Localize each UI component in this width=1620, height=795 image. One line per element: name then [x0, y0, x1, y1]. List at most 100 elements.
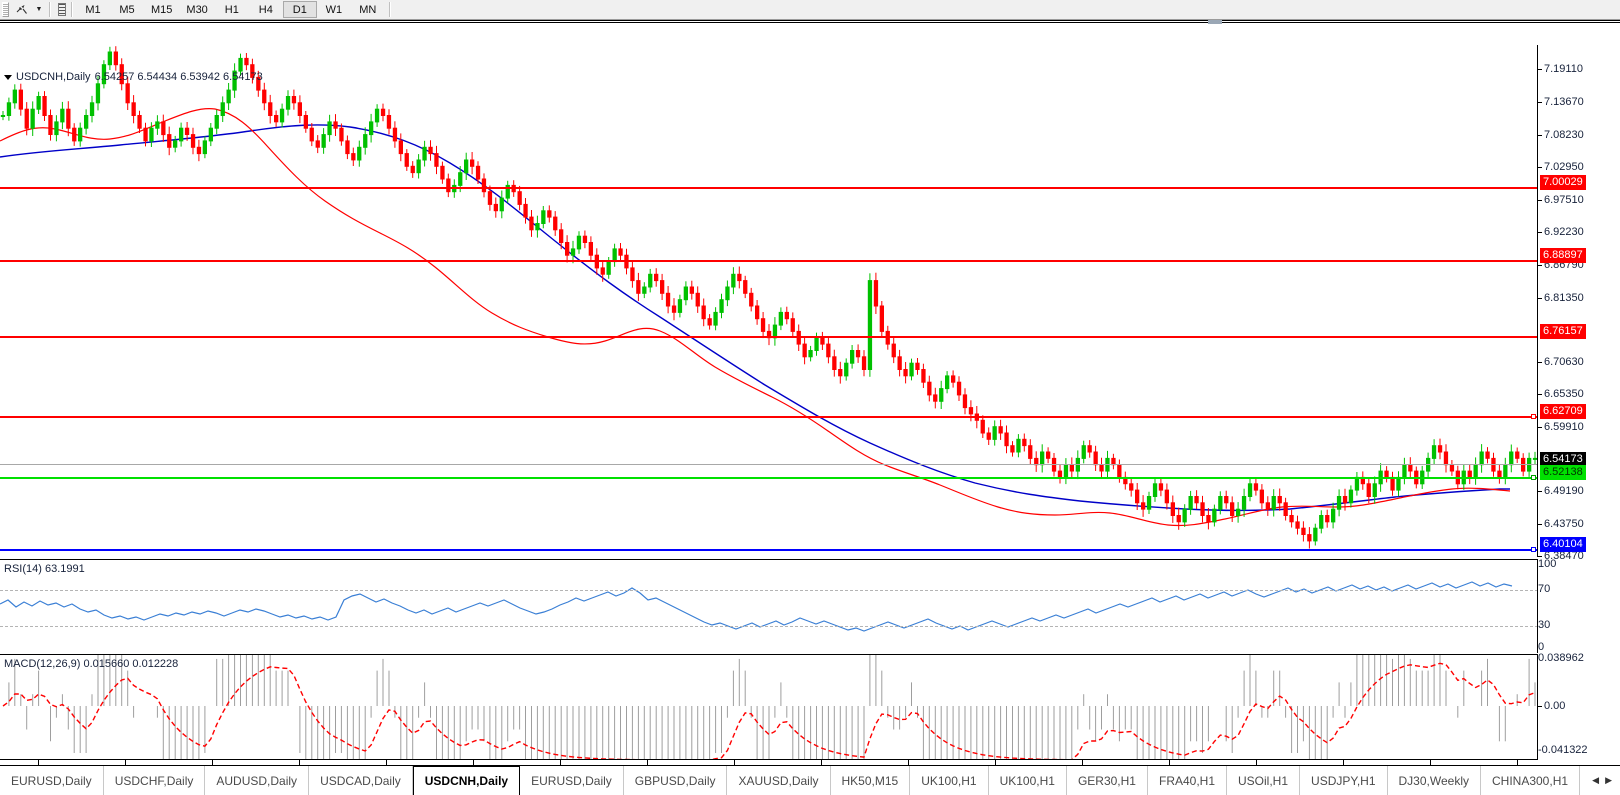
rsi-panel[interactable]: RSI(14) 63.1991	[0, 559, 1538, 653]
date-tick	[38, 760, 39, 765]
macd-panel[interactable]: MACD(12,26,9) 0.015660 0.012228	[0, 654, 1538, 759]
rsi-tick-30: 30	[1538, 619, 1551, 631]
date-tick	[212, 760, 213, 765]
chart-tab-eurusd-daily-5[interactable]: EURUSD,Daily	[520, 766, 624, 795]
price-tick-681350: 6.81350	[1538, 293, 1584, 304]
chevron-right-icon[interactable]: ▶	[1605, 775, 1612, 785]
crosshair-icon[interactable]	[10, 0, 32, 19]
macd-signal-line	[2, 662, 1536, 759]
date-tick	[125, 760, 126, 765]
support-line-652138-handle[interactable]	[1531, 475, 1536, 480]
level-badge-640104[interactable]: 6.40104	[1540, 537, 1586, 552]
date-tick	[1517, 760, 1518, 765]
level-badge-676157[interactable]: 6.76157	[1540, 324, 1586, 339]
chart-scroll-handle[interactable]	[1208, 20, 1222, 24]
price-panel[interactable]: USDCNH,Daily 6.54257 6.54434 6.53942 6.5…	[0, 45, 1538, 557]
level-badge-700029[interactable]: 7.00029	[1540, 175, 1586, 190]
chart-tab-china300-h1-16[interactable]: CHINA300,H1	[1481, 766, 1581, 795]
chart-tab-audusd-daily-2[interactable]: AUDUSD,Daily	[205, 766, 310, 795]
chart-tab-dj30-weekly-15[interactable]: DJ30,Weekly	[1388, 766, 1481, 795]
price-tick-670630: 6.70630	[1538, 357, 1584, 368]
rsi-tick-70: 70	[1538, 583, 1551, 595]
last-price-badge[interactable]: 6.54173	[1540, 452, 1586, 467]
chart-area[interactable]: USDCNH,Daily 6.54257 6.54434 6.53942 6.5…	[0, 20, 1620, 779]
chart-tab-usdjpy-h1-14[interactable]: USDJPY,H1	[1300, 766, 1388, 795]
level-badge-688897[interactable]: 6.88897	[1540, 248, 1586, 263]
resistance-line-700029[interactable]	[0, 187, 1537, 189]
chart-tab-gbpusd-daily-6[interactable]: GBPUSD,Daily	[624, 766, 728, 795]
chart-tab-fra40-h1-12[interactable]: FRA40,H1	[1148, 766, 1228, 795]
date-tick	[1256, 760, 1257, 765]
macd-tick-000: 0.00	[1538, 701, 1565, 712]
period-separator-icon[interactable]	[56, 0, 68, 19]
chart-tab-uk100-h1-9[interactable]: UK100,H1	[910, 766, 989, 795]
level-badge-652138[interactable]: 6.52138	[1540, 465, 1586, 480]
date-tick	[386, 760, 387, 765]
timeframe-h1[interactable]: H1	[224, 3, 239, 16]
chart-tab-uk100-h1-10[interactable]: UK100,H1	[989, 766, 1067, 795]
toolbar-drag-handle[interactable]	[2, 2, 9, 17]
price-tick-708230: 7.08230	[1538, 130, 1584, 141]
chart-tab-usdcnh-daily-4[interactable]: USDCNH,Daily	[412, 766, 521, 795]
date-tick	[1082, 760, 1083, 765]
chart-tab-xauusd-daily-7[interactable]: XAUUSD,Daily	[727, 766, 831, 795]
timeframe-h4[interactable]: H4	[258, 3, 273, 16]
ma-slow-line	[0, 124, 1510, 512]
macd-tick-0041322: -0.041322	[1538, 744, 1588, 756]
timeframe-m1[interactable]: M1	[85, 3, 101, 16]
timeframe-mn[interactable]: MN	[359, 3, 377, 16]
macd-tick-0038962: 0.038962	[1538, 652, 1584, 664]
date-tick	[299, 760, 300, 765]
date-tick	[908, 760, 909, 765]
ma-fast-line	[0, 108, 1511, 527]
symbol-name: USDCNH,Daily	[16, 71, 91, 83]
chart-tab-ger30-h1-11[interactable]: GER30,H1	[1067, 766, 1148, 795]
resistance-line-688897[interactable]	[0, 260, 1537, 262]
macd-label: MACD(12,26,9) 0.015660 0.012228	[4, 658, 179, 670]
last-price-line[interactable]	[0, 464, 1537, 465]
support-line-652138[interactable]	[0, 477, 1537, 479]
candlestick-series	[0, 46, 1537, 549]
rsi-guide-70	[0, 590, 1537, 591]
crosshair-dropdown-arrow[interactable]: ▼	[35, 6, 43, 13]
price-tick-649190: 6.49190	[1538, 486, 1584, 497]
resistance-line-676157[interactable]	[0, 336, 1537, 338]
price-tick-665350: 6.65350	[1538, 389, 1584, 400]
timeframe-m15[interactable]: M15	[151, 3, 173, 16]
toolbar-separator-end	[388, 2, 391, 17]
date-tick	[995, 760, 996, 765]
timeframe-m5[interactable]: M5	[119, 3, 135, 16]
chart-tabs-bar: EURUSD,Daily USDCHF,Daily AUDUSD,Daily USDC…	[0, 765, 1620, 795]
chart-tab-usoil-h1-13[interactable]: USOil,H1	[1227, 766, 1301, 795]
chart-tab-usdcad-daily-3[interactable]: USDCAD,Daily	[309, 766, 413, 795]
price-tick-692230: 6.92230	[1538, 227, 1584, 238]
rsi-line	[0, 581, 1513, 632]
date-tick	[1430, 760, 1431, 765]
price-tick-638470: 6.38470	[1538, 551, 1584, 562]
level-badge-662709[interactable]: 6.62709	[1540, 404, 1586, 419]
chevron-left-icon[interactable]: ◀	[1592, 775, 1600, 785]
timeframe-w1[interactable]: W1	[325, 3, 343, 16]
price-candles	[0, 46, 1537, 549]
price-axis[interactable]: 7.19110 7.13670 7.08230 7.02950 6.97510 6.922…	[1538, 45, 1620, 759]
price-tick-713670: 7.13670	[1538, 97, 1584, 108]
chart-tab-hk50-m15-8[interactable]: HK50,M15	[831, 766, 911, 795]
price-tick-697510: 6.97510	[1538, 195, 1584, 206]
chart-tab-usdchf-daily-1[interactable]: USDCHF,Daily	[104, 766, 206, 795]
rsi-label: RSI(14) 63.1991	[4, 563, 85, 575]
chart-splitter[interactable]	[0, 20, 1620, 23]
timeframe-m30[interactable]: M30	[186, 3, 208, 16]
timeframe-d1[interactable]: D1	[282, 1, 317, 18]
macd-histogram	[2, 655, 1536, 759]
chart-tab-eurusd-daily-0[interactable]: EURUSD,Daily	[0, 766, 104, 795]
resistance-line-662709[interactable]	[0, 416, 1537, 418]
date-tick	[647, 760, 648, 765]
rsi-tick-0: 0	[1538, 641, 1545, 653]
floor-line-640104[interactable]	[0, 549, 1537, 551]
chart-dropdown-arrow[interactable]	[4, 74, 12, 80]
floor-line-640104-handle[interactable]	[1531, 547, 1536, 552]
ohlc-values: 6.54257 6.54434 6.53942 6.54173	[94, 71, 263, 83]
price-tick-702950: 7.02950	[1538, 162, 1584, 173]
resistance-line-662709-handle[interactable]	[1531, 414, 1536, 419]
